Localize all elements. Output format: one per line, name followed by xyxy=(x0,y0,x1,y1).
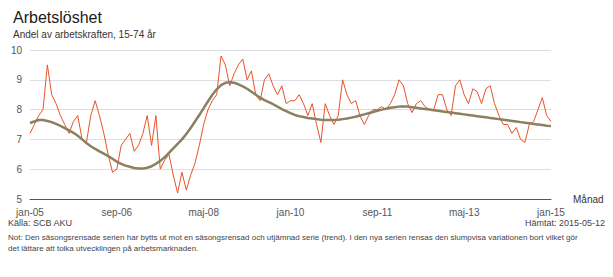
svg-text:Andel av arbetskraften, 15-74: Andel av arbetskraften, 15-74 år xyxy=(13,29,157,40)
svg-text:7: 7 xyxy=(16,134,22,145)
svg-text:det lättare att tolka utveckli: det lättare att tolka utvecklingen på ar… xyxy=(8,244,198,253)
svg-text:9: 9 xyxy=(16,74,22,85)
svg-text:sep-11: sep-11 xyxy=(362,207,392,218)
svg-text:10: 10 xyxy=(11,45,23,56)
svg-text:maj-13: maj-13 xyxy=(449,207,480,218)
svg-text:maj-08: maj-08 xyxy=(188,207,219,218)
svg-text:jan-15: jan-15 xyxy=(536,207,565,218)
svg-text:Hämtat: 2015-05-12: Hämtat: 2015-05-12 xyxy=(525,218,605,228)
svg-text:Månad: Månad xyxy=(573,194,604,205)
svg-text:5: 5 xyxy=(16,194,22,205)
svg-text:6: 6 xyxy=(16,164,22,175)
svg-text:sep-06: sep-06 xyxy=(102,207,133,218)
svg-text:Arbetslöshet: Arbetslöshet xyxy=(13,9,102,26)
svg-text:jan-10: jan-10 xyxy=(276,207,305,218)
svg-text:jan-05: jan-05 xyxy=(15,207,44,218)
svg-text:8: 8 xyxy=(16,104,22,115)
svg-text:Not: Den säsongsrensade serien: Not: Den säsongsrensade serien har bytts… xyxy=(8,233,580,242)
svg-text:Källa: SCB AKU: Källa: SCB AKU xyxy=(8,218,72,228)
